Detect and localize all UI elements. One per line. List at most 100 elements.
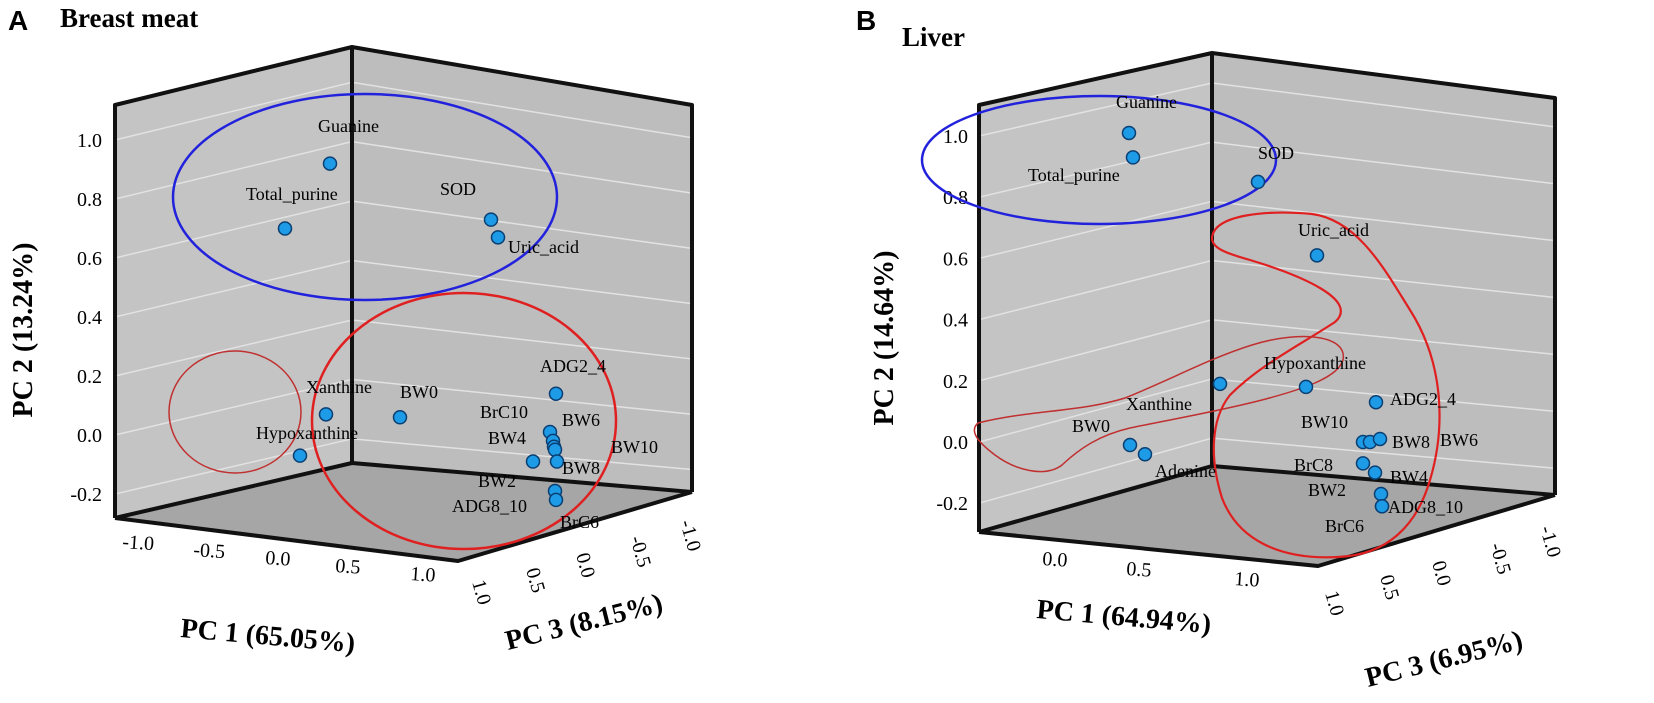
panel-b-letter: B	[856, 5, 876, 36]
panel-b-label-bw0: BW0	[1072, 416, 1110, 436]
panel-a-point-bw2	[525, 454, 541, 469]
panel-b-point-guanine	[1121, 125, 1137, 141]
panel-b-label-brc6: BrC6	[1325, 516, 1364, 536]
panel-b-label-bw4: BW4	[1390, 467, 1428, 487]
panel-b-point-brc6	[1374, 499, 1390, 514]
panel-a-y-tick-label: 0.2	[77, 366, 102, 388]
panel-a-point-guanine	[322, 156, 338, 171]
panel-b-floor	[979, 466, 1555, 566]
panel-a-x-ticks: -1.0 -0.5 0.0 0.5 1.0	[122, 531, 436, 587]
panel-b-point-adenine	[1137, 446, 1153, 462]
panel-a-point-hypoxanthine	[292, 448, 308, 463]
panel-a-x-tick-label: -0.5	[193, 539, 226, 563]
panel-b-label-adg8-10: ADG8_10	[1388, 497, 1463, 517]
panel-a-label-brc10: BrC10	[480, 402, 528, 422]
panel-b-label-brc8: BrC8	[1294, 455, 1333, 475]
panel-a-breast-meat: 1.0 0.8 0.6 0.4 0.2 0.0 -0.2 -1.0 -0.5 0.0 0.5 1.0…	[8, 3, 705, 659]
panel-a-label-total-purine: Total_purine	[246, 184, 338, 204]
panel-a-points	[277, 156, 565, 508]
panel-b-point-total-purine	[1125, 150, 1141, 165]
panel-a-label-sod: SOD	[440, 179, 476, 199]
panel-a-y-ticks: 1.0 0.8 0.6 0.4 0.2 0.0 -0.2	[70, 130, 102, 506]
panel-a-point-bw0	[392, 410, 408, 425]
panel-b-x-tick-label: 0.5	[1126, 558, 1152, 582]
panel-a-y-tick-label: 1.0	[77, 130, 102, 152]
panel-a-floor	[115, 463, 692, 561]
panel-a-point-adg2-4	[548, 386, 564, 401]
panel-a-label-bw10: BW10	[611, 437, 658, 457]
panel-a-point-labels: Guanine Total_purine SOD Uric_acid Xanthine B…	[246, 116, 658, 532]
panel-a-label-adg2-4: ADG2_4	[540, 356, 606, 376]
panel-b-y-tick-label: -0.2	[936, 493, 968, 515]
panel-b-y-tick-label: 0.0	[943, 432, 968, 454]
panel-a-y-tick-label: 0.0	[77, 425, 102, 447]
panel-b-x-tick-label: 1.0	[1234, 568, 1260, 592]
panel-a-point-total-purine	[277, 221, 293, 236]
panel-b-point-bw2	[1373, 486, 1389, 502]
panel-a-point-brc6	[548, 492, 564, 508]
panel-a-x-tick-label: 1.0	[410, 563, 436, 587]
panel-b-label-uric-acid: Uric_acid	[1298, 220, 1369, 240]
panel-b-label-adg2-4: ADG2_4	[1390, 389, 1456, 409]
panel-b-label-bw10: BW10	[1301, 412, 1348, 432]
panel-b-y-tick-label: 0.6	[943, 248, 968, 270]
panel-b-label-sod: SOD	[1258, 143, 1294, 163]
panel-b-label-hypoxanthine: Hypoxanthine	[1264, 353, 1366, 373]
panel-b-y-tick-label: 0.4	[943, 310, 968, 332]
panel-b-side-wall	[1212, 53, 1555, 495]
panel-b-label-xanthine: Xanthine	[1126, 394, 1192, 414]
panel-a-y-tick-label: 0.4	[77, 307, 102, 329]
panel-a-label-bw2: BW2	[478, 471, 516, 491]
panel-a-label-hypoxanthine: Hypoxanthine	[256, 423, 358, 443]
panel-a-label-xanthine: Xanthine	[306, 377, 372, 397]
panel-a-y-axis-label: PC 2 (13.24%)	[8, 243, 39, 418]
panel-b-point-bw0	[1122, 437, 1138, 453]
panel-a-label-guanine: Guanine	[318, 116, 379, 136]
panel-b-label-adenine: Adenine	[1155, 461, 1216, 481]
panel-a-blue-cluster-outline	[171, 92, 559, 302]
panel-a-label-bw8: BW8	[562, 458, 600, 478]
panel-b-points	[1121, 125, 1390, 514]
panel-b-liver: 1.00.80.60.40.20.0-0.2 0.0 0.5 1.0 1.00.5 0…	[856, 5, 1565, 694]
panel-b-point-sod	[1250, 174, 1266, 190]
panel-b-point-labels: Guanine Total_purine SOD Uric_acid Hypoxanth…	[1028, 92, 1478, 536]
panel-a-title: Breast meat	[60, 3, 198, 33]
panel-b-label-bw8: BW8	[1392, 432, 1430, 452]
panel-b-y-tick-label: 1.0	[943, 126, 968, 148]
panel-a-point-sod	[483, 212, 499, 227]
panel-b-y-tick-label: 0.2	[943, 371, 968, 393]
panel-b-label-guanine: Guanine	[1116, 92, 1177, 112]
panel-a-red-cluster-outline	[310, 291, 618, 551]
panel-b-x-ticks: 0.0 0.5 1.0	[1042, 548, 1260, 592]
panel-a-frame	[113, 45, 694, 563]
panel-b-point-hypoxanthine	[1298, 379, 1314, 395]
panel-a-side-wall	[352, 47, 692, 492]
panel-b-label-total-purine: Total_purine	[1028, 165, 1120, 185]
panel-a-label-adg8-10: ADG8_10	[452, 496, 527, 516]
panel-a-x-tick-label: 0.0	[265, 547, 291, 571]
panel-a-label-bw6: BW6	[562, 410, 600, 430]
panel-b-label-bw6: BW6	[1440, 430, 1478, 450]
panel-a-point-bw8	[549, 454, 565, 469]
panel-b-point-bw6	[1372, 431, 1388, 447]
panel-b-point-adg2-4	[1368, 394, 1384, 410]
panel-a-x-tick-label: -1.0	[122, 531, 155, 555]
panel-b-point-brc8	[1355, 456, 1371, 471]
panel-a-point-xanthine	[318, 407, 334, 422]
panel-b-y-axis-label: PC 2 (14.64%)	[869, 251, 900, 426]
panel-b-point-xanthine	[1212, 376, 1228, 392]
panel-a-label-uric-acid: Uric_acid	[508, 237, 579, 257]
panel-b-title: Liver	[902, 22, 965, 52]
panel-b-point-uric-acid	[1309, 248, 1325, 263]
panel-b-blue-cluster-outline	[920, 94, 1278, 226]
panel-a-y-tick-label: -0.2	[70, 484, 102, 506]
panel-a-small-red-cluster-outline	[168, 350, 302, 474]
panel-a-label-bw4: BW4	[488, 428, 526, 448]
panel-a-back-wall	[115, 47, 352, 518]
panel-a-label-bw0: BW0	[400, 382, 438, 402]
panel-a-y-tick-label: 0.8	[77, 189, 102, 211]
panel-a-letter: A	[8, 5, 28, 36]
panel-a-x-tick-label: 0.5	[335, 555, 361, 579]
panel-a-y-tick-label: 0.6	[77, 248, 102, 270]
